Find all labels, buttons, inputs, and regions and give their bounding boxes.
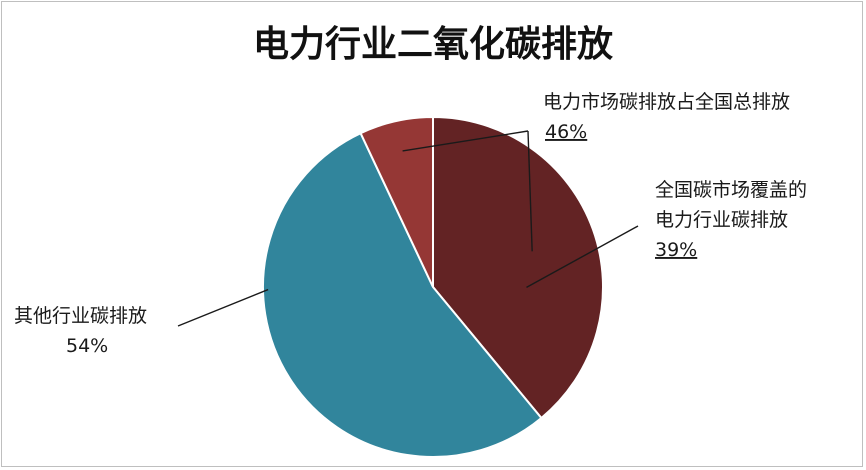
leader-line-other (177, 288, 269, 327)
slice-power-remaining (359, 115, 434, 288)
slice-label-other: 其他行业碳排放 (14, 305, 147, 327)
slice-power-covered (432, 115, 605, 420)
slice-value-other: 54% (66, 335, 108, 357)
group-annotation-value: 46% (545, 121, 587, 143)
leader-line-group-covered (527, 130, 533, 252)
slice-label-power-covered-line1: 全国碳市场覆盖的 (655, 179, 807, 201)
slice-value-power-covered: 39% (655, 239, 697, 261)
leader-line-power-covered (526, 225, 639, 289)
slice-other (261, 131, 543, 459)
chart-title: 电力行业二氧化碳排放 (253, 24, 613, 65)
group-annotation-label: 电力市场碳排放占全国总排放 (543, 91, 790, 113)
slice-label-power-covered-line2: 电力行业碳排放 (655, 209, 788, 231)
leader-line-group-remaining (402, 130, 529, 152)
